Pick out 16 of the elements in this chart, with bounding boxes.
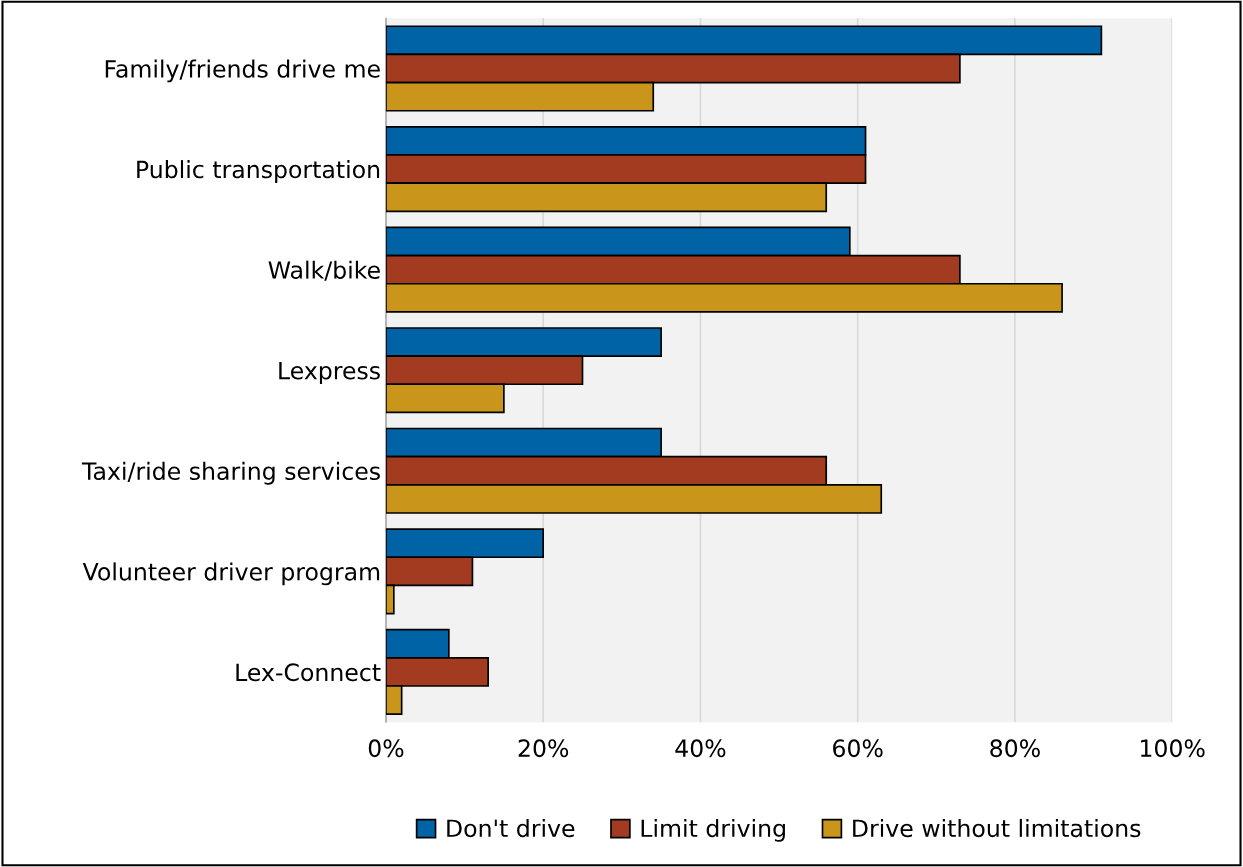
x-tick-label: 40% [675,739,726,758]
y-tick-label: Walk/bike [268,260,380,281]
x-tick-label: 0% [368,739,404,758]
y-tick-label: Public transportation [137,160,380,183]
legend-label: Don't drive [447,818,575,838]
legend-label: Drive without limitations [853,818,1141,838]
y-tick-label: Lexpress [279,361,380,385]
legend-label: Limit driving [641,818,785,842]
y-tick-label: Lex-Connect [236,663,381,682]
x-tick-label: 60% [833,739,883,758]
x-tick-label: 80% [990,739,1040,758]
y-tick-label: Family/friends drive me [105,59,380,83]
x-tick-label: 20% [518,739,569,758]
y-tick-label: Volunteer driver program [82,562,380,586]
x-tick-label: 100% [1140,739,1205,758]
y-tick-label: Taxi/ride sharing services [81,461,380,485]
